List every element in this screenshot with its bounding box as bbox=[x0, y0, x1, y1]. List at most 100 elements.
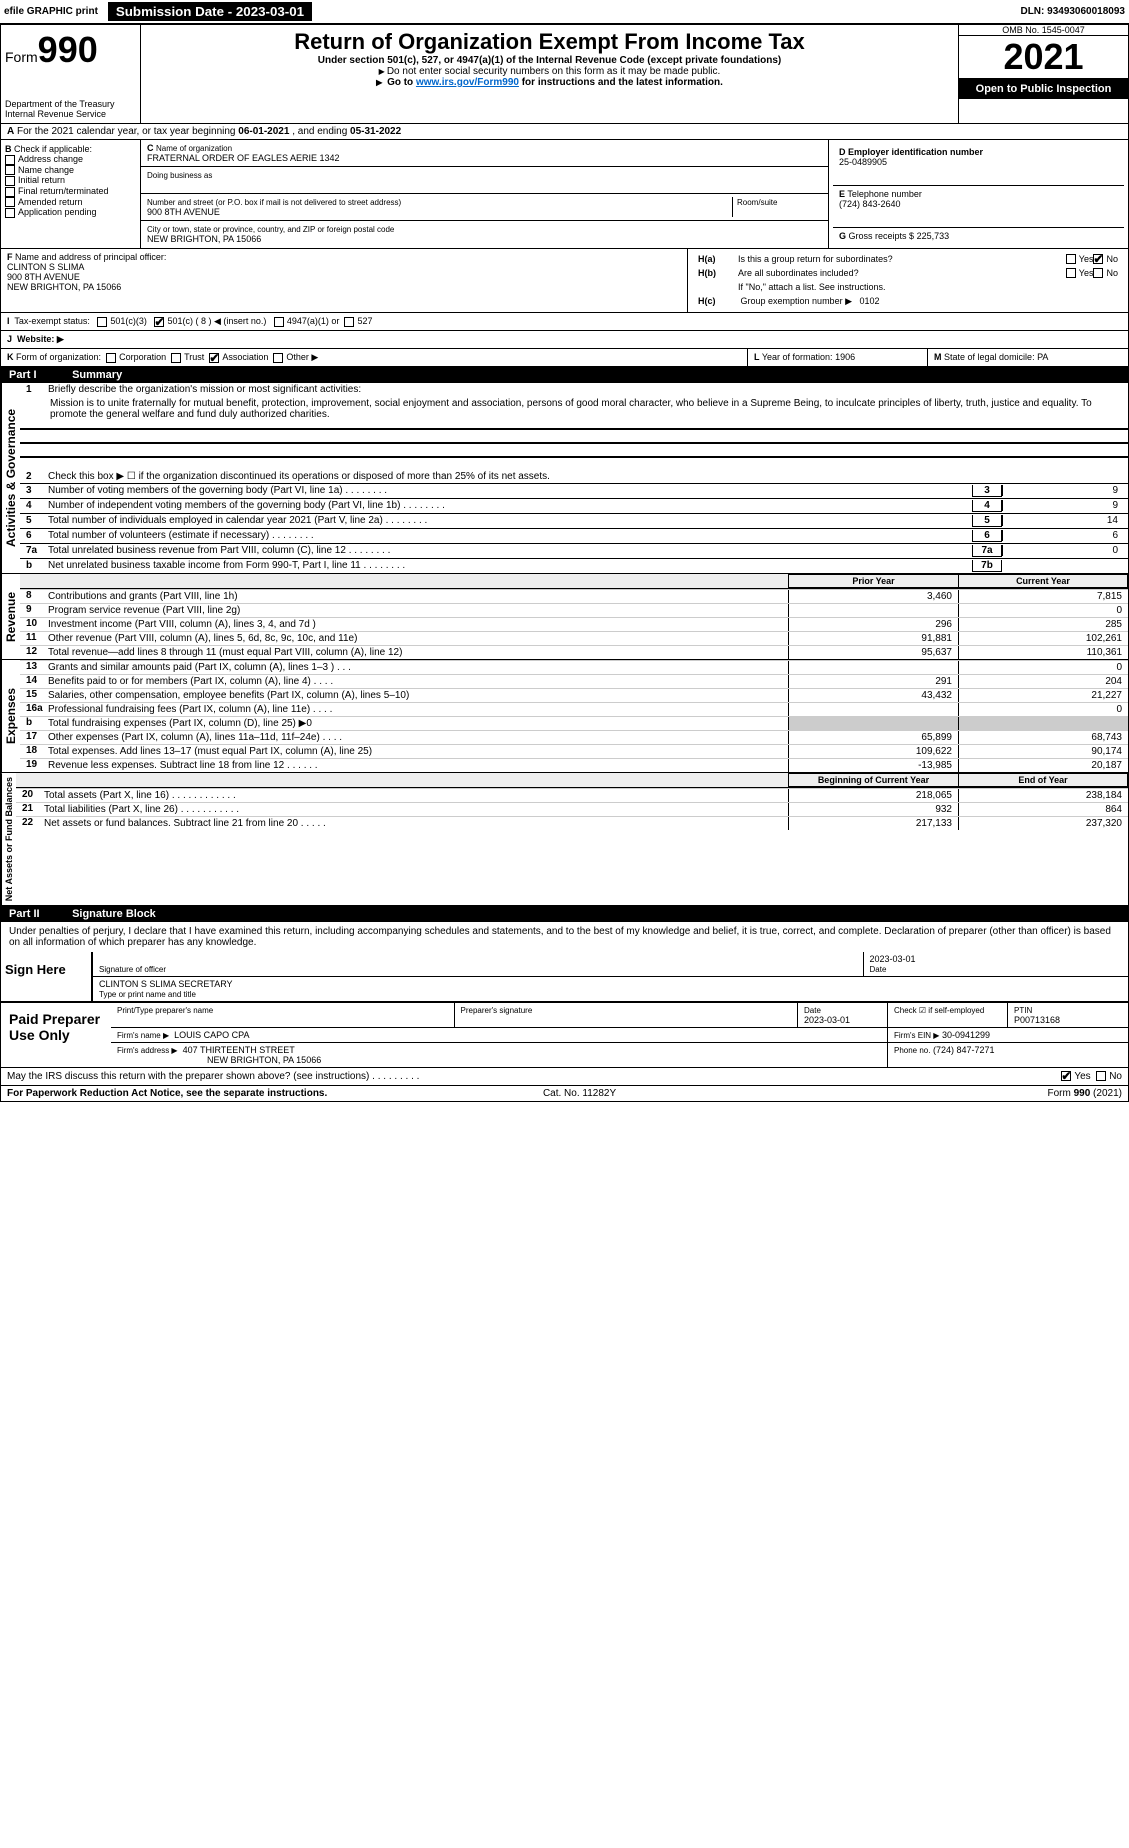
form-subtitle: Under section 501(c), 527, or 4947(a)(1)… bbox=[145, 55, 954, 66]
row-num: 16a bbox=[20, 703, 44, 716]
prior-value bbox=[788, 717, 958, 730]
letter-l: L bbox=[754, 352, 760, 362]
chk-other[interactable] bbox=[273, 353, 283, 363]
vlabel-governance: Activities & Governance bbox=[1, 383, 20, 573]
opt-final-return: Final return/terminated bbox=[18, 186, 109, 196]
table-row: 11 Other revenue (Part VIII, column (A),… bbox=[20, 631, 1128, 645]
table-row: 20 Total assets (Part X, line 16) . . . … bbox=[16, 788, 1128, 802]
chk-corp[interactable] bbox=[106, 353, 116, 363]
current-value: 238,184 bbox=[958, 789, 1128, 802]
part2-title: Signature Block bbox=[72, 908, 156, 920]
current-value: 204 bbox=[958, 675, 1128, 688]
letter-m: M bbox=[934, 352, 942, 362]
row-value: 9 bbox=[1002, 485, 1122, 496]
gov-row: 3 Number of voting members of the govern… bbox=[20, 483, 1128, 498]
prior-value: 296 bbox=[788, 618, 958, 631]
table-row: 12 Total revenue—add lines 8 through 11 … bbox=[20, 645, 1128, 659]
prior-value: 43,432 bbox=[788, 689, 958, 702]
officer-addr2: NEW BRIGHTON, PA 15066 bbox=[7, 282, 121, 292]
opt-name-change: Name change bbox=[18, 165, 74, 175]
declaration-text: Under penalties of perjury, I declare th… bbox=[1, 922, 1128, 952]
irs-label: Internal Revenue Service bbox=[5, 109, 136, 119]
open-to-public: Open to Public Inspection bbox=[959, 79, 1128, 99]
footer-form-num: 990 bbox=[1074, 1088, 1091, 1099]
chk-final-return[interactable] bbox=[5, 187, 15, 197]
chk-501c3[interactable] bbox=[97, 317, 107, 327]
chk-initial-return[interactable] bbox=[5, 176, 15, 186]
row-num: 10 bbox=[20, 618, 44, 631]
name-label: Name of organization bbox=[156, 144, 232, 153]
chk-address-change[interactable] bbox=[5, 155, 15, 165]
chk-may-no[interactable] bbox=[1096, 1071, 1106, 1081]
row-value: 9 bbox=[1002, 500, 1122, 511]
chk-ha-no[interactable] bbox=[1093, 254, 1103, 264]
chk-application-pending[interactable] bbox=[5, 208, 15, 218]
revenue-section: Revenue Prior Year Current Year 8 Contri… bbox=[1, 574, 1128, 660]
underline1 bbox=[20, 428, 1128, 436]
current-value: 7,815 bbox=[958, 590, 1128, 603]
prep-date: 2023-03-01 bbox=[804, 1015, 850, 1025]
chk-may-yes[interactable] bbox=[1061, 1071, 1071, 1081]
website-label: Website: ▶ bbox=[17, 334, 64, 344]
table-row: b Total fundraising expenses (Part IX, c… bbox=[20, 716, 1128, 730]
chk-4947[interactable] bbox=[274, 317, 284, 327]
chk-amended-return[interactable] bbox=[5, 197, 15, 207]
submission-date-button[interactable]: Submission Date - 2023-03-01 bbox=[108, 2, 312, 21]
row-num: 18 bbox=[20, 745, 44, 758]
hc-value: 0102 bbox=[860, 296, 880, 306]
row-text: Net unrelated business taxable income fr… bbox=[48, 560, 972, 571]
letter-j: J bbox=[7, 334, 12, 344]
ha-yes: Yes bbox=[1079, 254, 1094, 264]
note2-post: for instructions and the latest informat… bbox=[519, 77, 723, 88]
letter-f: F bbox=[7, 252, 13, 262]
street-value: 900 8TH AVENUE bbox=[147, 207, 220, 217]
may-no: No bbox=[1109, 1071, 1122, 1082]
prep-date-label: Date bbox=[804, 1006, 821, 1015]
prior-value: 3,460 bbox=[788, 590, 958, 603]
phone-label: Telephone number bbox=[847, 189, 922, 199]
row-value: 14 bbox=[1002, 515, 1122, 526]
tax-status-row: I Tax-exempt status: 501(c)(3) 501(c) ( … bbox=[1, 313, 1128, 331]
chk-hb-no[interactable] bbox=[1093, 268, 1103, 278]
chk-501c[interactable] bbox=[154, 317, 164, 327]
officer-name: CLINTON S SLIMA bbox=[7, 262, 84, 272]
period-text-a: For the 2021 calendar year, or tax year … bbox=[17, 126, 238, 137]
vlabel-net: Net Assets or Fund Balances bbox=[1, 773, 16, 905]
form-title: Return of Organization Exempt From Incom… bbox=[145, 29, 954, 55]
letter-g: G bbox=[839, 231, 846, 241]
opt-address-change: Address change bbox=[18, 154, 83, 164]
chk-ha-yes[interactable] bbox=[1066, 254, 1076, 264]
prior-value: 218,065 bbox=[788, 789, 958, 802]
row-text: Total number of volunteers (estimate if … bbox=[48, 530, 972, 541]
chk-trust[interactable] bbox=[171, 353, 181, 363]
row-num: 21 bbox=[16, 803, 40, 816]
table-row: 14 Benefits paid to or for members (Part… bbox=[20, 674, 1128, 688]
street-label: Number and street (or P.O. box if mail i… bbox=[147, 198, 401, 207]
period-text-b: , and ending bbox=[292, 126, 350, 137]
chk-assoc[interactable] bbox=[209, 353, 219, 363]
footer-right: Form 990 (2021) bbox=[1047, 1088, 1122, 1099]
may-irs-row: May the IRS discuss this return with the… bbox=[1, 1068, 1128, 1086]
org-info-block: B Check if applicable: Address change Na… bbox=[1, 140, 1128, 249]
chk-hb-yes[interactable] bbox=[1066, 268, 1076, 278]
row-box: 5 bbox=[972, 515, 1002, 527]
current-value: 0 bbox=[958, 661, 1128, 674]
submission-header: efile GRAPHIC print Submission Date - 20… bbox=[0, 0, 1129, 24]
opt-other: Other ▶ bbox=[286, 352, 318, 362]
row-text: Total expenses. Add lines 13–17 (must eq… bbox=[44, 745, 788, 758]
row-box: 6 bbox=[972, 530, 1002, 542]
underline2 bbox=[20, 442, 1128, 450]
rev-header: Prior Year Current Year bbox=[20, 574, 1128, 589]
prior-value: 217,133 bbox=[788, 817, 958, 830]
current-value: 21,227 bbox=[958, 689, 1128, 702]
hb-no: No bbox=[1106, 268, 1118, 278]
gov-row: 5 Total number of individuals employed i… bbox=[20, 513, 1128, 528]
chk-527[interactable] bbox=[344, 317, 354, 327]
firm-addr-label: Firm's address ▶ bbox=[117, 1046, 178, 1055]
chk-name-change[interactable] bbox=[5, 165, 15, 175]
row-text: Other expenses (Part IX, column (A), lin… bbox=[44, 731, 788, 744]
col-current-year: Current Year bbox=[958, 574, 1128, 588]
net-assets-section: Net Assets or Fund Balances Beginning of… bbox=[1, 773, 1128, 906]
firm-name-label: Firm's name ▶ bbox=[117, 1031, 169, 1040]
instructions-link[interactable]: www.irs.gov/Form990 bbox=[416, 77, 519, 88]
